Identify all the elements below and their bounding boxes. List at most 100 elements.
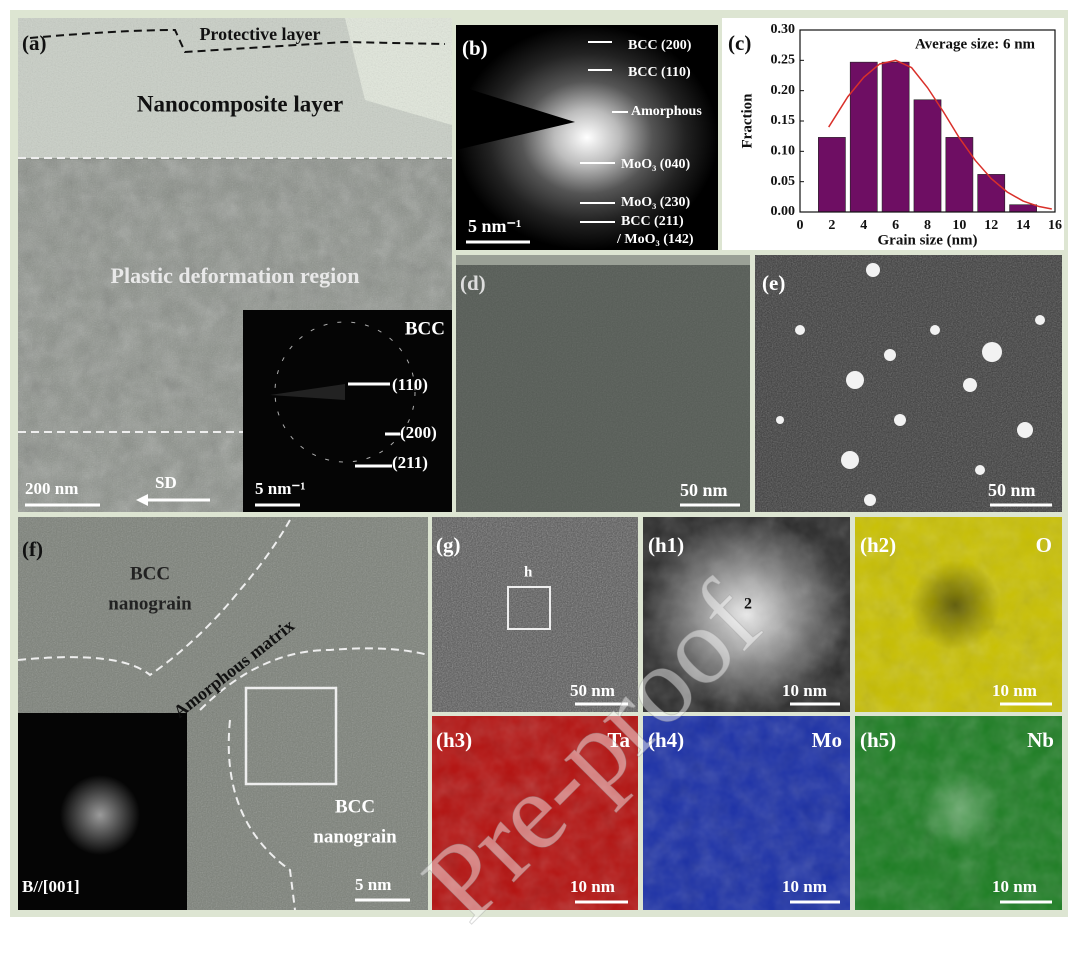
texture [432, 716, 638, 910]
plot-frame [799, 29, 1056, 213]
annotation: SD [155, 473, 177, 492]
scale-label: 10 nm [570, 877, 615, 896]
scale-label: 10 nm [782, 877, 827, 896]
panel-label: (g) [436, 533, 461, 557]
panel-label: (f) [22, 537, 43, 561]
beam-stop [270, 384, 345, 400]
x-tick-label: 10 [952, 218, 966, 233]
panel-a: (a) Protective layer Nanocomposite layer… [18, 18, 452, 512]
panel-c: (c) 0.00 0.05 0.10 0.15 0.20 0.25 0.30 0 2 4 6 8 10 1… [722, 18, 1064, 250]
bar [818, 137, 846, 213]
bar [1009, 204, 1037, 213]
fit-curve [828, 59, 1052, 210]
scale-label: 10 nm [992, 681, 1037, 700]
annotation: BCC (110) [628, 65, 691, 80]
panel-label: (d) [460, 271, 486, 295]
panel-h2: (h2) O 10 nm [855, 517, 1062, 712]
texture [643, 517, 850, 712]
arrow [136, 494, 148, 506]
x-tick-label: 2 [828, 218, 835, 233]
pointers [580, 41, 628, 223]
depletion [910, 560, 1000, 650]
bar [977, 174, 1006, 213]
panel-label: (c) [728, 31, 751, 55]
annotation: B//[001] [22, 877, 80, 896]
y-tick-label: 0.25 [771, 53, 796, 68]
panel-label: (h1) [648, 533, 684, 557]
x-tick-label: 14 [1016, 218, 1030, 233]
panel-h4: (h4) Mo 10 nm [643, 716, 850, 910]
y-tick-label: 0.05 [771, 174, 796, 189]
texture [432, 517, 638, 712]
panel-h3: (h3) Ta 10 nm [432, 716, 638, 910]
bar [945, 137, 974, 213]
bar [881, 61, 910, 213]
annotation: BCC [405, 318, 445, 339]
panel-b: (b) BCC (200) BCC (110) Amorphous MoO₃ (… [456, 25, 718, 250]
x-tick-label: 6 [892, 218, 899, 233]
annotation: (211) [392, 453, 428, 472]
scale-label: 10 nm [992, 877, 1037, 896]
scale-label: 200 nm [25, 479, 78, 498]
panel-g: (g) h 50 nm [432, 517, 638, 712]
boundary [29, 28, 446, 54]
scale-label: 50 nm [570, 681, 615, 700]
panel-d: (d) 50 nm [456, 255, 750, 512]
scale-label: 5 nm [355, 875, 391, 894]
panel-label: (h3) [436, 728, 472, 752]
bar [849, 61, 878, 213]
boundaries [17, 519, 429, 911]
region-box [507, 586, 551, 630]
region-box [244, 686, 338, 786]
diffraction-ring [274, 321, 416, 463]
annotation: (110) [392, 375, 428, 394]
annotation: Nanocomposite layer [137, 91, 343, 116]
y-tick-label: 0.10 [771, 144, 796, 159]
panel-label: (h2) [860, 533, 896, 557]
y-tick-label: 0.30 [771, 22, 796, 37]
panel-label: (b) [462, 36, 488, 60]
fft-spots [60, 775, 140, 855]
annotation: BCC [335, 796, 375, 817]
scale-label: 10 nm [782, 681, 827, 700]
panel-h5: (h5) Nb 10 nm [855, 716, 1062, 910]
y-tick-label: 0.20 [771, 83, 796, 98]
scale-label: 50 nm [680, 480, 728, 500]
scale-label: 5 nm⁻¹ [468, 216, 521, 236]
annotation: Plastic deformation region [111, 263, 360, 288]
surface [456, 255, 750, 265]
y-tick-label: 0.15 [771, 113, 796, 128]
annotation: Amorphous [631, 104, 702, 119]
x-tick-label: 4 [860, 218, 867, 233]
element-label: Nb [1027, 728, 1054, 752]
x-axis-label: Grain size (nm) [878, 232, 978, 248]
enrichment [920, 770, 1000, 850]
panel-e: (e) 50 nm [755, 255, 1062, 512]
annotation: 2 [744, 596, 752, 613]
annotation: (200) [400, 423, 437, 442]
annotation: BCC (211) [621, 214, 684, 229]
y-axis-label: Fraction [739, 93, 755, 149]
x-tick-label: 0 [797, 218, 804, 233]
panel-label: (h5) [860, 728, 896, 752]
annotation: nanograin [313, 826, 397, 847]
annotation: BCC (200) [628, 38, 692, 53]
element-label: Ta [607, 728, 630, 752]
inset [243, 310, 452, 512]
panel-f: (f) BCC nanograin Amorphous matrix BCC n… [17, 517, 429, 911]
x-tick-label: 8 [924, 218, 931, 233]
panel-label: (h4) [648, 728, 684, 752]
annotation: h [524, 564, 533, 580]
annotation: MoO₃ (040) [621, 157, 690, 172]
scale-label: 5 nm⁻¹ [255, 479, 305, 498]
scale-label: 50 nm [988, 480, 1036, 500]
element-label: Mo [812, 728, 842, 752]
annotation: Protective layer [199, 24, 320, 44]
annotation: Average size: 6 nm [915, 36, 1036, 52]
panel-h1: (h1) 2 10 nm [643, 517, 850, 712]
bar [913, 99, 942, 213]
annotation: BCC [130, 563, 170, 584]
x-tick-label: 16 [1048, 218, 1062, 233]
annotation: / MoO₃ (142) [616, 232, 694, 247]
